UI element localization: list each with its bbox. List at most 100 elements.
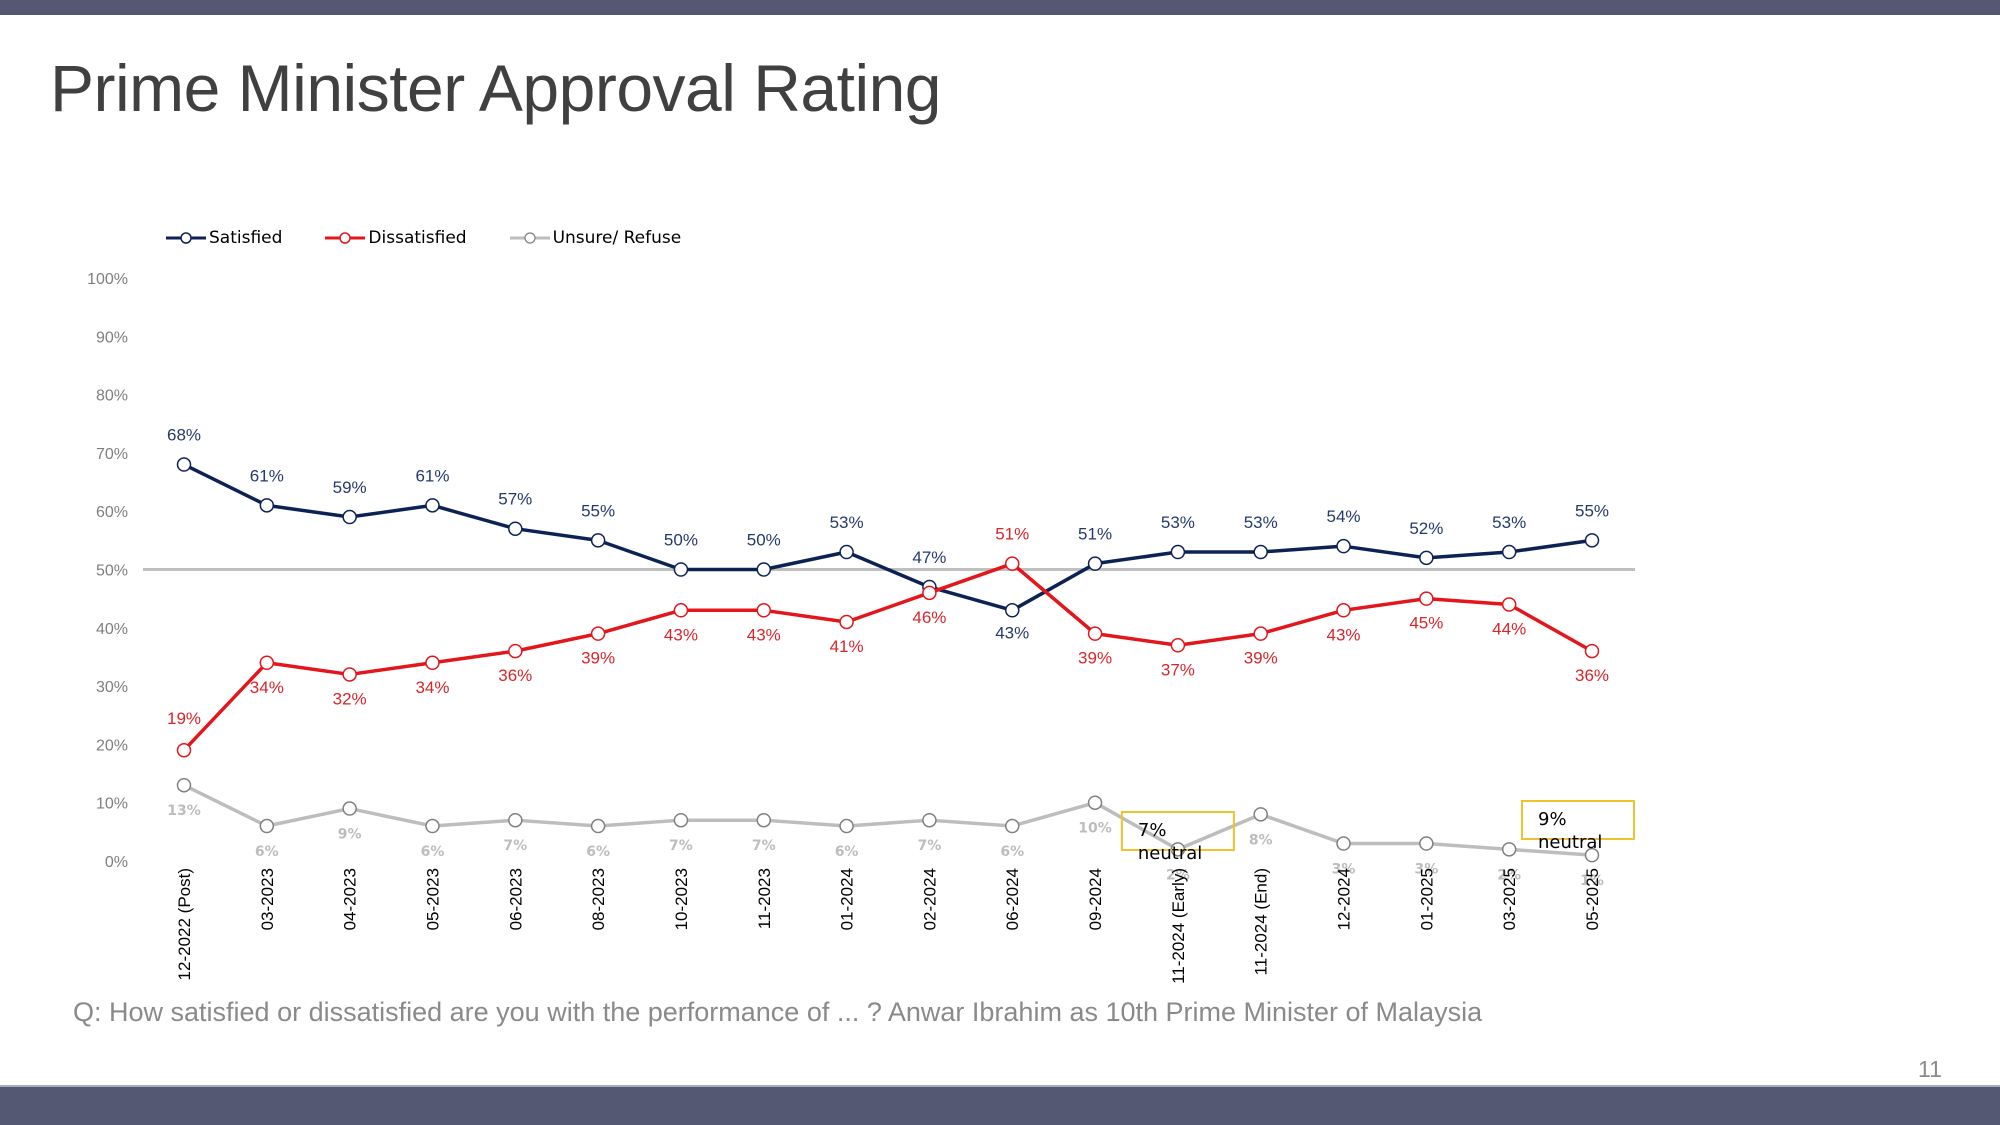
data-label-satisfied: 53% — [1161, 513, 1195, 532]
y-tick-label: 20% — [96, 737, 128, 754]
x-tick-label: 04-2023 — [341, 868, 360, 930]
data-point-unsure — [839, 818, 854, 834]
legend-label-dissatisfied: Dissatisfied — [368, 228, 467, 248]
legend-item-satisfied: Satisfied — [165, 228, 282, 248]
data-label-unsure: 7% — [752, 838, 776, 854]
data-point-dissatisfied — [1419, 591, 1434, 606]
data-label-dissatisfied: 51% — [995, 525, 1029, 544]
data-label-dissatisfied: 43% — [664, 625, 698, 644]
data-point-dissatisfied — [425, 655, 440, 671]
legend-label-unsure: Unsure/ Refuse — [552, 228, 682, 248]
data-label-unsure: 13% — [167, 803, 201, 819]
y-axis: 0% 10% 20% 30% 40% 50% 60% 70% 80% 90% 100% — [87, 271, 128, 871]
data-label-dissatisfied: 44% — [1492, 619, 1526, 638]
data-label-unsure: 10% — [1078, 821, 1112, 837]
data-label-dissatisfied: 34% — [250, 678, 284, 697]
data-label-satisfied: 53% — [1492, 513, 1526, 532]
data-label-unsure: 8% — [1249, 832, 1273, 848]
data-point-dissatisfied — [1087, 626, 1103, 641]
y-tick-label: 40% — [96, 621, 128, 638]
x-tick-label: 10-2023 — [672, 868, 691, 930]
data-label-dissatisfied: 43% — [747, 625, 781, 644]
data-label-satisfied: 61% — [250, 466, 284, 485]
data-point-satisfied — [425, 498, 440, 513]
data-label-dissatisfied: 36% — [1575, 666, 1609, 685]
data-point-unsure — [342, 801, 357, 816]
data-point-satisfied — [1253, 544, 1268, 560]
page-title: Prime Minister Approval Rating — [50, 51, 942, 125]
data-point-satisfied — [673, 562, 689, 577]
data-label-satisfied: 59% — [333, 478, 367, 497]
y-tick-label: 30% — [96, 679, 128, 696]
data-point-dissatisfied — [922, 585, 937, 601]
data-point-satisfied — [1501, 544, 1517, 560]
data-label-unsure: 7% — [669, 838, 693, 854]
data-point-dissatisfied — [1253, 626, 1268, 641]
x-tick-label: 03-2023 — [258, 868, 277, 930]
data-label-dissatisfied: 39% — [581, 649, 615, 668]
y-tick-label: 60% — [96, 504, 128, 521]
data-point-unsure — [1501, 842, 1517, 857]
data-point-unsure — [1253, 807, 1268, 822]
survey-question: Q: How satisfied or dissatisfied are you… — [73, 997, 1483, 1027]
series-line-dissatisfied — [182, 561, 1593, 752]
data-label-unsure: 6% — [421, 844, 445, 860]
data-point-satisfied — [590, 533, 606, 548]
data-point-dissatisfied — [176, 742, 192, 758]
data-label-unsure: 3% — [1332, 862, 1356, 878]
data-label-dissatisfied: 34% — [415, 678, 449, 697]
data-point-dissatisfied — [1501, 597, 1517, 612]
data-label-satisfied: 54% — [1327, 507, 1361, 526]
x-tick-label: 12-2024 — [1335, 868, 1354, 930]
data-label-unsure: 3% — [1414, 862, 1438, 878]
annotation-border — [1120, 811, 1235, 851]
x-tick-label: 11-2024 (End) — [1252, 868, 1271, 975]
data-label-unsure: 6% — [835, 844, 859, 860]
data-point-dissatisfied — [1584, 643, 1600, 659]
data-label-satisfied: 68% — [167, 426, 201, 445]
data-label-dissatisfied: 41% — [830, 637, 864, 656]
data-point-dissatisfied — [673, 603, 689, 618]
legend-label-satisfied: Satisfied — [209, 228, 283, 248]
data-point-satisfied — [1584, 533, 1600, 548]
y-tick-label: 100% — [87, 271, 128, 288]
data-label-dissatisfied: 36% — [498, 666, 532, 685]
data-point-dissatisfied — [342, 667, 357, 682]
data-point-unsure — [1584, 847, 1600, 863]
bottom-banner-bar — [0, 1085, 2000, 1125]
data-label-satisfied: 47% — [912, 548, 946, 567]
page-number: 11 — [1918, 1056, 1942, 1082]
top-banner-bar — [0, 0, 2000, 15]
x-tick-label: 11-2023 — [755, 868, 774, 929]
legend-marker-dissatisfied-icon — [325, 232, 366, 244]
data-point-dissatisfied — [590, 626, 606, 641]
data-label-satisfied: 52% — [1409, 519, 1443, 538]
legend-item-dissatisfied: Dissatisfied — [324, 228, 467, 248]
legend-marker-unsure-icon — [509, 232, 550, 244]
data-point-satisfied — [342, 509, 357, 525]
data-label-unsure: 6% — [255, 844, 279, 860]
y-tick-label: 0% — [105, 854, 128, 871]
annotation-box: 7%neutral — [1120, 811, 1235, 864]
data-point-dissatisfied — [259, 655, 275, 671]
data-point-dissatisfied — [756, 603, 772, 618]
x-tick-label: 01-2025 — [1417, 868, 1436, 930]
annotation-label: neutral — [1538, 832, 1602, 853]
data-label-satisfied: 50% — [664, 531, 698, 550]
annotation-border — [1521, 800, 1635, 840]
data-label-satisfied: 55% — [1575, 501, 1609, 520]
data-label-unsure: 2% — [1166, 867, 1190, 883]
x-tick-label: 05-2023 — [423, 868, 442, 930]
data-label-dissatisfied: 45% — [1409, 614, 1443, 633]
data-point-satisfied — [839, 544, 854, 560]
data-label-unsure: 2% — [1497, 867, 1521, 883]
data-point-dissatisfied — [1170, 638, 1186, 653]
data-point-unsure — [425, 818, 440, 834]
data-label-satisfied: 55% — [581, 501, 615, 520]
series-dissatisfied: 19% 34% 32% 34% 36% 39% 43% 43% 41% 46% 51% 39% 37% 3… — [167, 525, 1609, 758]
data-point-unsure — [1087, 795, 1103, 810]
y-tick-label: 10% — [96, 796, 128, 813]
data-label-unsure: 7% — [918, 838, 942, 854]
